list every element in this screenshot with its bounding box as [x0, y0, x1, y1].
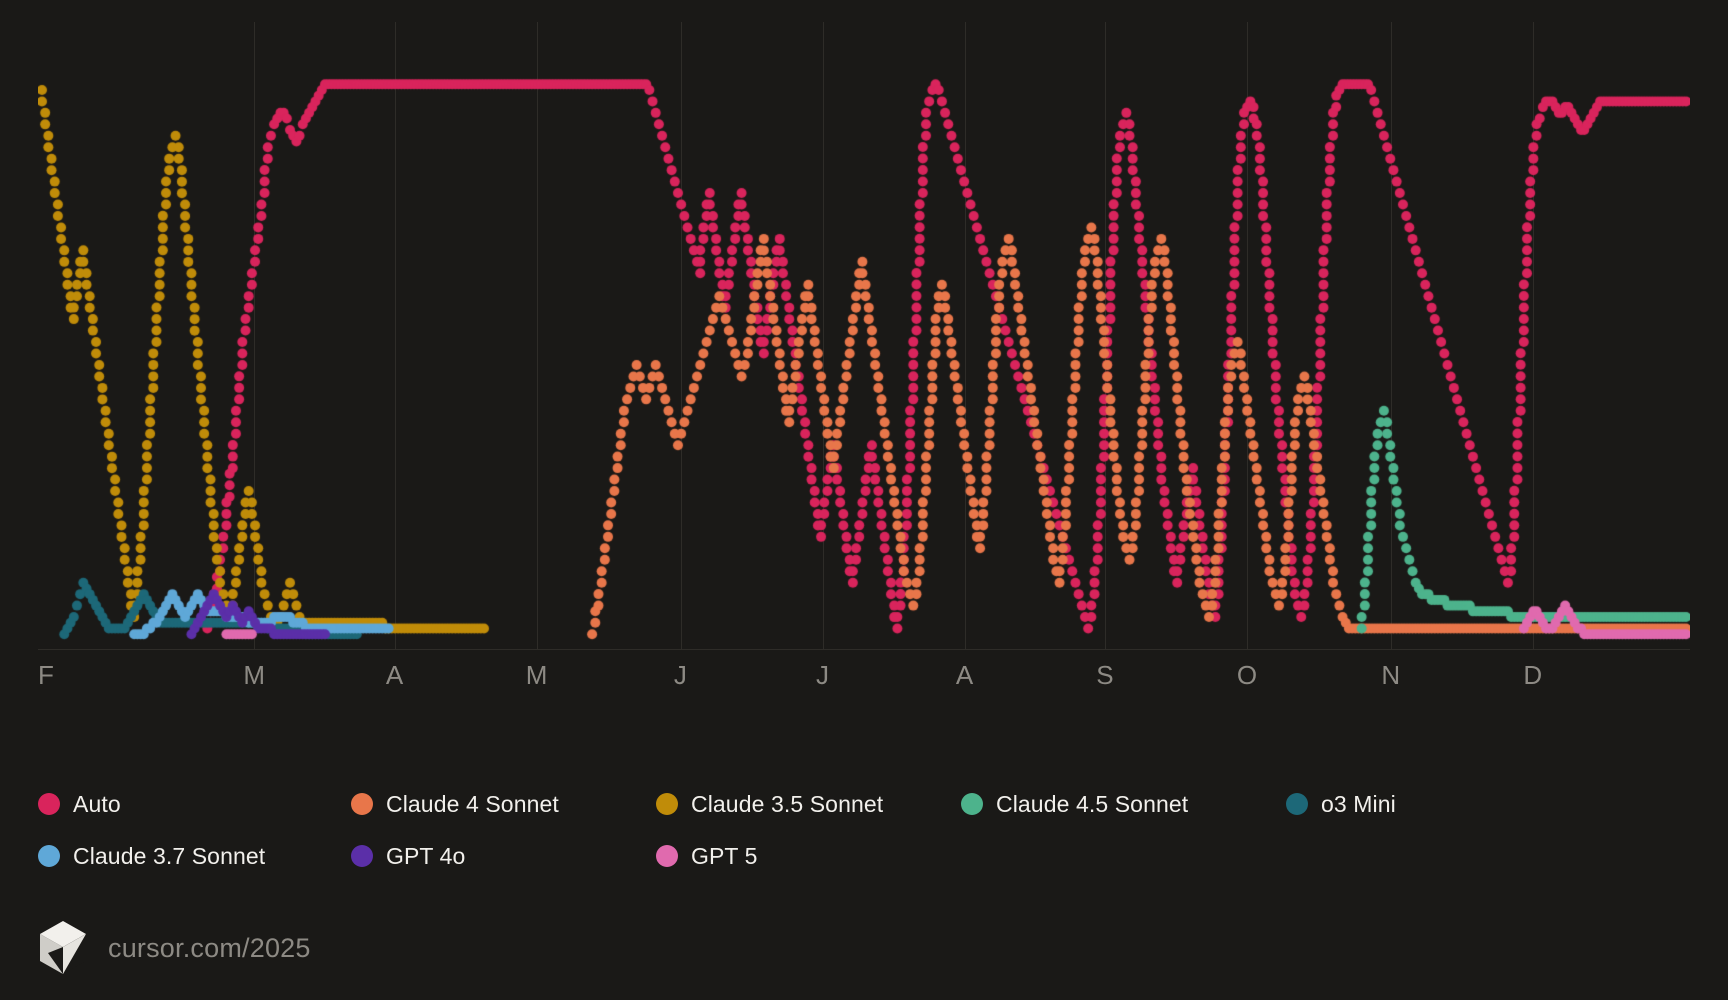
legend-label: Claude 3.5 Sonnet	[691, 790, 884, 817]
legend-swatch-icon	[1286, 793, 1308, 815]
x-axis-tick-4: J	[673, 660, 688, 690]
legend-swatch-icon	[656, 793, 678, 815]
chart-legend: Auto Claude 4 Sonnet Claude 3.5 Sonnet Clau…	[38, 778, 1658, 882]
legend-swatch-icon	[656, 845, 678, 867]
x-axis-tick-7: S	[1096, 660, 1115, 690]
legend-item-claude-4-5-sonnet[interactable]: Claude 4.5 Sonnet	[961, 791, 1188, 818]
x-axis-tick-8: O	[1236, 660, 1258, 690]
legend-label: GPT 5	[691, 842, 758, 869]
legend-label: Auto	[73, 790, 121, 817]
x-axis-tick-3: M	[525, 660, 548, 690]
legend-row-0: Auto Claude 4 Sonnet Claude 3.5 Sonnet Clau…	[38, 778, 1658, 830]
legend-item-auto[interactable]: Auto	[38, 791, 121, 818]
legend-swatch-icon	[961, 793, 983, 815]
legend-item-claude-3-5-sonnet[interactable]: Claude 3.5 Sonnet	[656, 791, 883, 818]
legend-swatch-icon	[351, 793, 373, 815]
chart-plot	[38, 22, 1690, 650]
cursor-cube-logo-icon	[38, 920, 88, 976]
x-axis-tick-5: J	[815, 660, 830, 690]
x-axis-tick-0: F	[38, 660, 55, 690]
legend-swatch-icon	[38, 793, 60, 815]
legend-item-gpt-4o[interactable]: GPT 4o	[351, 843, 465, 870]
legend-label: Claude 4.5 Sonnet	[996, 790, 1189, 817]
legend-label: Claude 3.7 Sonnet	[73, 842, 266, 869]
legend-swatch-icon	[351, 845, 373, 867]
legend-label: GPT 4o	[386, 842, 466, 869]
x-axis-tick-9: N	[1381, 660, 1401, 690]
legend-row-1: Claude 3.7 Sonnet GPT 4o GPT 5	[38, 830, 1658, 882]
legend-label: Claude 4 Sonnet	[386, 790, 559, 817]
legend-swatch-icon	[38, 845, 60, 867]
legend-item-o3-mini[interactable]: o3 Mini	[1286, 791, 1396, 818]
chart-dot-series-canvas	[38, 22, 1690, 650]
chart-baseline-axis	[38, 649, 1690, 650]
legend-item-gpt-5[interactable]: GPT 5	[656, 843, 758, 870]
x-axis-tick-6: A	[955, 660, 974, 690]
footer: cursor.com/2025	[38, 920, 311, 976]
legend-item-claude-4-sonnet[interactable]: Claude 4 Sonnet	[351, 791, 559, 818]
footer-url-text: cursor.com/2025	[108, 932, 311, 963]
x-axis-tick-2: A	[385, 660, 404, 690]
x-axis-tick-1: M	[243, 660, 266, 690]
legend-item-claude-3-7-sonnet[interactable]: Claude 3.7 Sonnet	[38, 843, 265, 870]
x-axis-tick-10: D	[1523, 660, 1543, 690]
chart-plot-area	[38, 22, 1690, 650]
legend-label: o3 Mini	[1321, 790, 1396, 817]
